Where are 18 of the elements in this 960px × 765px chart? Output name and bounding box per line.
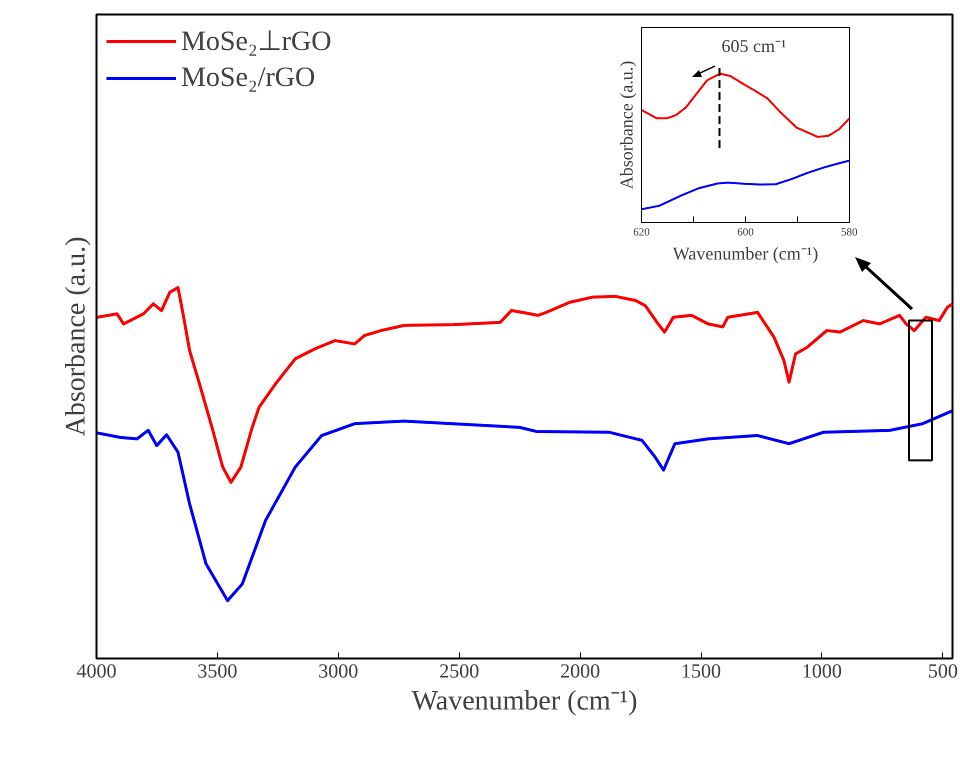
x-tick-label: 620 <box>633 226 650 238</box>
x-axis-title: Wavenumber (cm⁻¹) <box>412 686 638 716</box>
y-axis-title: Absorbance (a.u.) <box>616 60 636 190</box>
x-tick-label: 2000 <box>560 660 600 682</box>
x-tick-label: 2500 <box>439 660 480 682</box>
x-tick-label: 3500 <box>197 660 238 682</box>
x-tick-label: 500 <box>928 660 958 682</box>
y-axis-title: Absorbance (a.u.) <box>60 236 92 436</box>
x-tick-label: 3000 <box>318 660 358 682</box>
x-axis-title: Wavenumber (cm⁻¹) <box>672 244 818 264</box>
legend-label: MoSe₂⊥rGO <box>181 25 332 58</box>
x-tick-label: 1000 <box>802 660 842 682</box>
x-tick-label: 1500 <box>681 660 722 682</box>
ref-line-label: 605 cm⁻¹ <box>722 36 786 56</box>
legend-label: MoSe₂/rGO <box>181 62 316 94</box>
x-tick-label: 600 <box>737 226 754 238</box>
x-tick-label: 4000 <box>76 660 116 682</box>
x-tick-label: 580 <box>841 226 858 238</box>
